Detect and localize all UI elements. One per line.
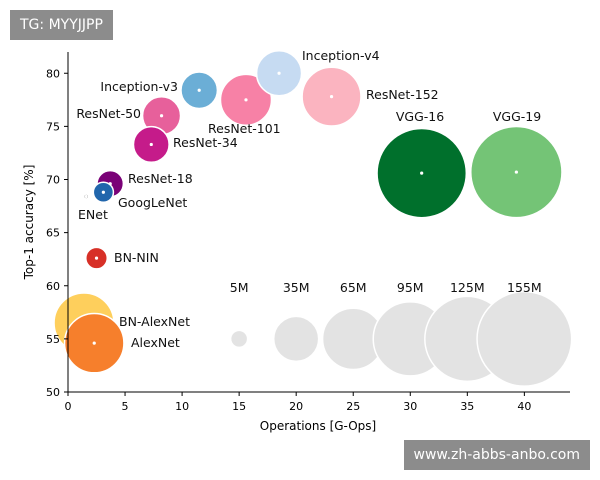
bubble-center-bn-nin [94, 256, 99, 260]
x-tick-label: 40 [517, 400, 531, 413]
x-tick-label: 25 [346, 400, 360, 413]
bubble-center-enet [84, 194, 88, 199]
bubble-center-vgg-19 [514, 170, 518, 174]
label-vgg-19: VGG-19 [493, 109, 541, 124]
label-inception-v3: Inception-v3 [100, 79, 178, 94]
ticks: 0 5 10 15 20 25 30 35 40 50 55 60 65 70 75 80 [46, 67, 531, 413]
size-legend: 5M 35M 65M 95M 125M 155M [229, 280, 573, 387]
y-tick-label: 65 [46, 227, 60, 240]
y-tick-label: 70 [46, 174, 60, 187]
label-resnet-101: ResNet-101 [208, 121, 281, 136]
x-tick-label: 35 [460, 400, 474, 413]
size-legend-bubble-35m [272, 315, 320, 363]
y-tick-label: 55 [46, 333, 60, 346]
size-legend-label-155m: 155M [507, 280, 542, 295]
bubble-center-alexnet [92, 341, 96, 345]
bubble-center-resnet-34 [149, 142, 153, 147]
size-legend-label-95m: 95M [397, 280, 424, 295]
point-labels: Inception-v4 Inception-v3 ResNet-152 ResNet… [76, 48, 541, 350]
x-tick-label: 20 [289, 400, 303, 413]
size-legend-label-5m: 5M [230, 280, 249, 295]
label-resnet-34: ResNet-34 [173, 135, 238, 150]
size-legend-label-65m: 65M [340, 280, 367, 295]
label-resnet-18: ResNet-18 [128, 171, 193, 186]
y-tick-label: 80 [46, 67, 60, 80]
bubble-center-resnet-152 [329, 95, 334, 99]
size-legend-bubble-155m [476, 290, 573, 387]
y-axis-label: Top-1 accuracy [%] [22, 165, 36, 281]
axes: Operations [G-Ops] Top-1 accuracy [%] [22, 52, 570, 433]
bubble-center-resnet-101 [244, 98, 248, 102]
x-axis-label: Operations [G-Ops] [260, 419, 376, 433]
x-tick-label: 0 [65, 400, 72, 413]
size-legend-label-35m: 35M [283, 280, 310, 295]
watermark-bottom: www.zh-abbs-anbo.com [403, 440, 590, 470]
y-tick-label: 50 [46, 386, 60, 399]
size-legend-label-125m: 125M [450, 280, 485, 295]
label-bn-alexnet: BN-AlexNet [119, 314, 190, 329]
label-resnet-50: ResNet-50 [76, 106, 141, 121]
label-googlenet: GoogLeNet [118, 195, 187, 210]
x-tick-label: 5 [122, 400, 129, 413]
x-tick-label: 10 [175, 400, 189, 413]
bubble-center-inception-v4 [277, 71, 281, 75]
bubble-center-resnet-50 [159, 114, 164, 118]
x-tick-label: 15 [232, 400, 246, 413]
label-enet: ENet [78, 207, 108, 222]
label-alexnet: AlexNet [131, 335, 180, 350]
watermark-top: TG: MYYJJPP [10, 10, 113, 40]
y-tick-label: 75 [46, 120, 60, 133]
bubble-center-googlenet [101, 190, 105, 194]
size-legend-bubble-5m [229, 329, 249, 349]
bubble-center-inception-v3 [197, 88, 201, 92]
x-tick-label: 30 [403, 400, 417, 413]
label-bn-nin: BN-NIN [114, 250, 159, 265]
label-inception-v4: Inception-v4 [302, 48, 380, 63]
label-vgg-16: VGG-16 [396, 109, 444, 124]
y-tick-label: 60 [46, 280, 60, 293]
label-resnet-152: ResNet-152 [366, 87, 439, 102]
bubbles [53, 50, 563, 374]
bubble-center-vgg-16 [420, 171, 424, 175]
